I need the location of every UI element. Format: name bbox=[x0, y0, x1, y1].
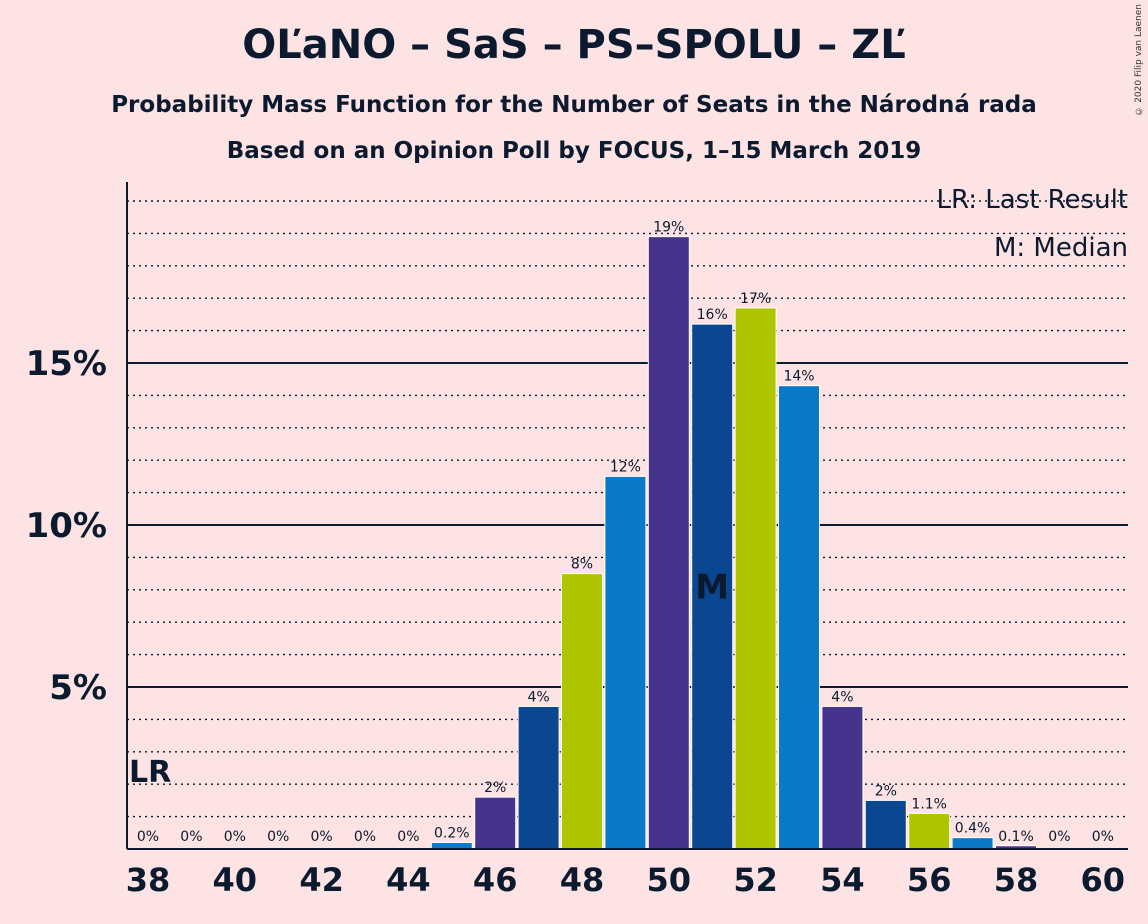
bar-seats-51 bbox=[691, 323, 734, 850]
data-label-seats-42: 0% bbox=[310, 829, 332, 845]
bar-series bbox=[430, 236, 1037, 850]
data-label-seats-60: 0% bbox=[1092, 829, 1114, 845]
data-label-seats-38: 0% bbox=[137, 829, 159, 845]
x-tick-54: 54 bbox=[820, 861, 865, 899]
data-label-seats-53: 14% bbox=[783, 369, 814, 385]
data-label-seats-48: 8% bbox=[571, 557, 593, 573]
data-label-seats-49: 12% bbox=[610, 459, 641, 475]
chart-source-line: Based on an Opinion Poll by FOCUS, 1–15 … bbox=[226, 138, 922, 164]
data-label-seats-59: 0% bbox=[1048, 829, 1070, 845]
legend-median: M: Median bbox=[994, 233, 1128, 263]
y-tick-10: 10% bbox=[26, 506, 107, 546]
x-tick-38: 38 bbox=[126, 861, 171, 899]
median-marker: M bbox=[695, 568, 729, 608]
data-label-seats-43: 0% bbox=[354, 829, 376, 845]
x-tick-48: 48 bbox=[560, 861, 605, 899]
bar-seats-56 bbox=[908, 812, 951, 850]
bar-seats-50 bbox=[647, 236, 690, 850]
bar-seats-52 bbox=[734, 307, 777, 850]
data-label-seats-57: 0.4% bbox=[955, 821, 991, 837]
chart-title: OĽaNO – SaS – PS–SPOLU – ZĽ bbox=[242, 22, 906, 68]
x-tick-44: 44 bbox=[386, 861, 431, 899]
grid-lines bbox=[127, 200, 1128, 818]
bar-seats-53 bbox=[778, 385, 820, 850]
x-tick-52: 52 bbox=[733, 861, 778, 899]
bar-seats-46 bbox=[474, 796, 517, 850]
data-label-seats-50: 19% bbox=[653, 220, 684, 236]
x-tick-56: 56 bbox=[907, 861, 952, 899]
x-tick-40: 40 bbox=[213, 861, 258, 899]
bar-seats-48 bbox=[561, 573, 603, 850]
y-tick-labels: 5% 10% 15% bbox=[26, 344, 107, 708]
y-tick-15: 15% bbox=[26, 344, 107, 384]
x-tick-60: 60 bbox=[1081, 861, 1126, 899]
data-label-seats-41: 0% bbox=[267, 829, 289, 845]
data-labels: 0% 0% 0% 0% 0% 0% 0% 0.2% 2% 4% 8% 12% 19% 16% 17% 14% 4… bbox=[137, 220, 1114, 845]
data-label-seats-47: 4% bbox=[527, 689, 549, 705]
bar-seats-57 bbox=[951, 837, 994, 850]
data-label-seats-44: 0% bbox=[397, 829, 419, 845]
data-label-seats-39: 0% bbox=[180, 829, 202, 845]
data-label-seats-45: 0.2% bbox=[434, 826, 470, 842]
axes bbox=[126, 182, 1128, 850]
bar-seats-47 bbox=[517, 705, 560, 850]
chart-subtitle: Probability Mass Function for the Number… bbox=[111, 92, 1037, 118]
data-label-seats-54: 4% bbox=[831, 689, 853, 705]
data-label-seats-58: 0.1% bbox=[998, 829, 1034, 845]
data-label-seats-46: 2% bbox=[484, 780, 506, 796]
x-tick-46: 46 bbox=[473, 861, 518, 899]
data-label-seats-56: 1.1% bbox=[911, 796, 947, 812]
legend-last-result: LR: Last Result bbox=[936, 185, 1128, 215]
x-tick-42: 42 bbox=[299, 861, 344, 899]
x-tick-labels: 38 40 42 44 46 48 50 52 54 56 58 60 bbox=[126, 861, 1125, 899]
data-label-seats-55: 2% bbox=[875, 783, 897, 799]
y-tick-5: 5% bbox=[49, 668, 107, 708]
data-label-seats-40: 0% bbox=[224, 829, 246, 845]
x-tick-50: 50 bbox=[647, 861, 692, 899]
bar-seats-54 bbox=[821, 705, 864, 850]
x-tick-58: 58 bbox=[994, 861, 1039, 899]
bar-seats-55 bbox=[864, 799, 907, 850]
data-label-seats-52: 17% bbox=[740, 291, 771, 307]
data-label-seats-51: 16% bbox=[697, 307, 728, 323]
bar-seats-49 bbox=[604, 475, 647, 850]
last-result-marker: LR bbox=[129, 755, 171, 790]
